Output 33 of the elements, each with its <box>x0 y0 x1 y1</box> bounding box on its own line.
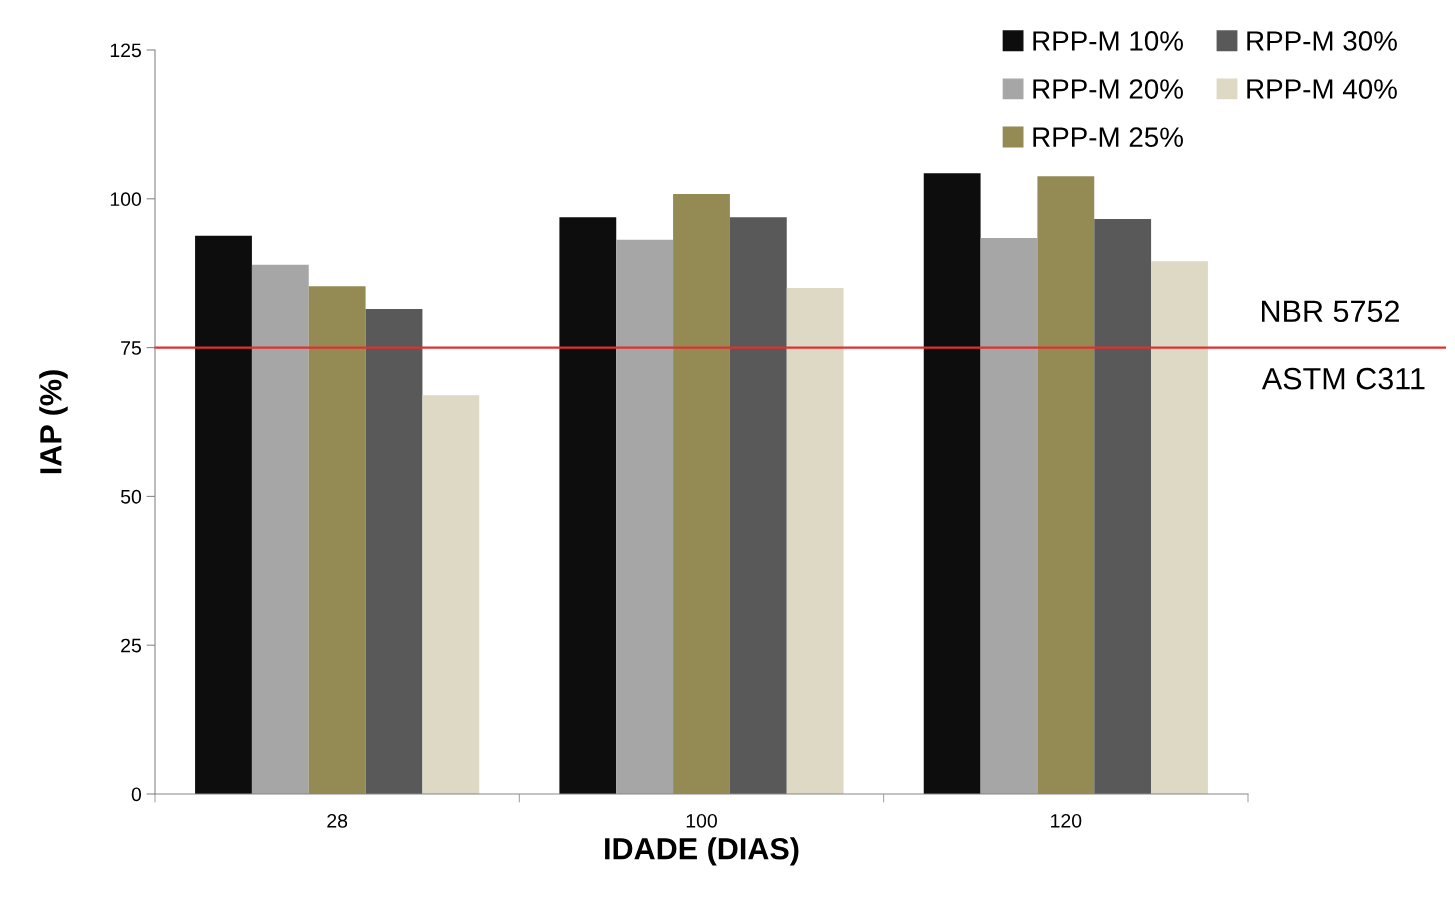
bar <box>1094 219 1152 794</box>
legend-label: RPP-M 20% <box>1033 79 1183 99</box>
bar <box>251 264 309 794</box>
bar <box>980 238 1038 794</box>
y-tick-label: 125 <box>110 43 141 58</box>
y-axis-title: IAP (%) <box>39 370 68 474</box>
y-tick-label: 100 <box>110 192 142 207</box>
legend-label: RPP-M 10% <box>1033 31 1183 51</box>
bar <box>673 194 730 794</box>
bar <box>923 173 981 794</box>
bar <box>786 288 844 794</box>
bar <box>729 217 787 794</box>
y-tick-label: 50 <box>120 489 142 504</box>
bar <box>559 217 617 794</box>
bar <box>308 286 366 794</box>
x-tick-label: 120 <box>1051 813 1082 828</box>
bar <box>195 235 252 794</box>
bar <box>1151 261 1208 794</box>
annotation: ASTM C311 <box>1261 367 1425 390</box>
bar <box>1037 176 1095 794</box>
legend-label: RPP-M 40% <box>1247 79 1397 99</box>
x-tick-label: 28 <box>327 813 348 828</box>
x-axis-title: IDADE (DIAS) <box>605 837 799 866</box>
y-tick-label: 25 <box>121 638 141 653</box>
legend-label: RPP-M 30% <box>1247 31 1397 51</box>
x-tick-label: 100 <box>686 813 717 828</box>
bar <box>616 239 674 794</box>
ref-line-label: NBR 5752 <box>1262 300 1399 323</box>
bar <box>422 395 480 794</box>
y-tick-label: 0 <box>131 787 142 802</box>
bar <box>365 308 423 794</box>
legend-label: RPP-M 25% <box>1033 127 1183 147</box>
y-tick-label: 75 <box>121 341 141 355</box>
